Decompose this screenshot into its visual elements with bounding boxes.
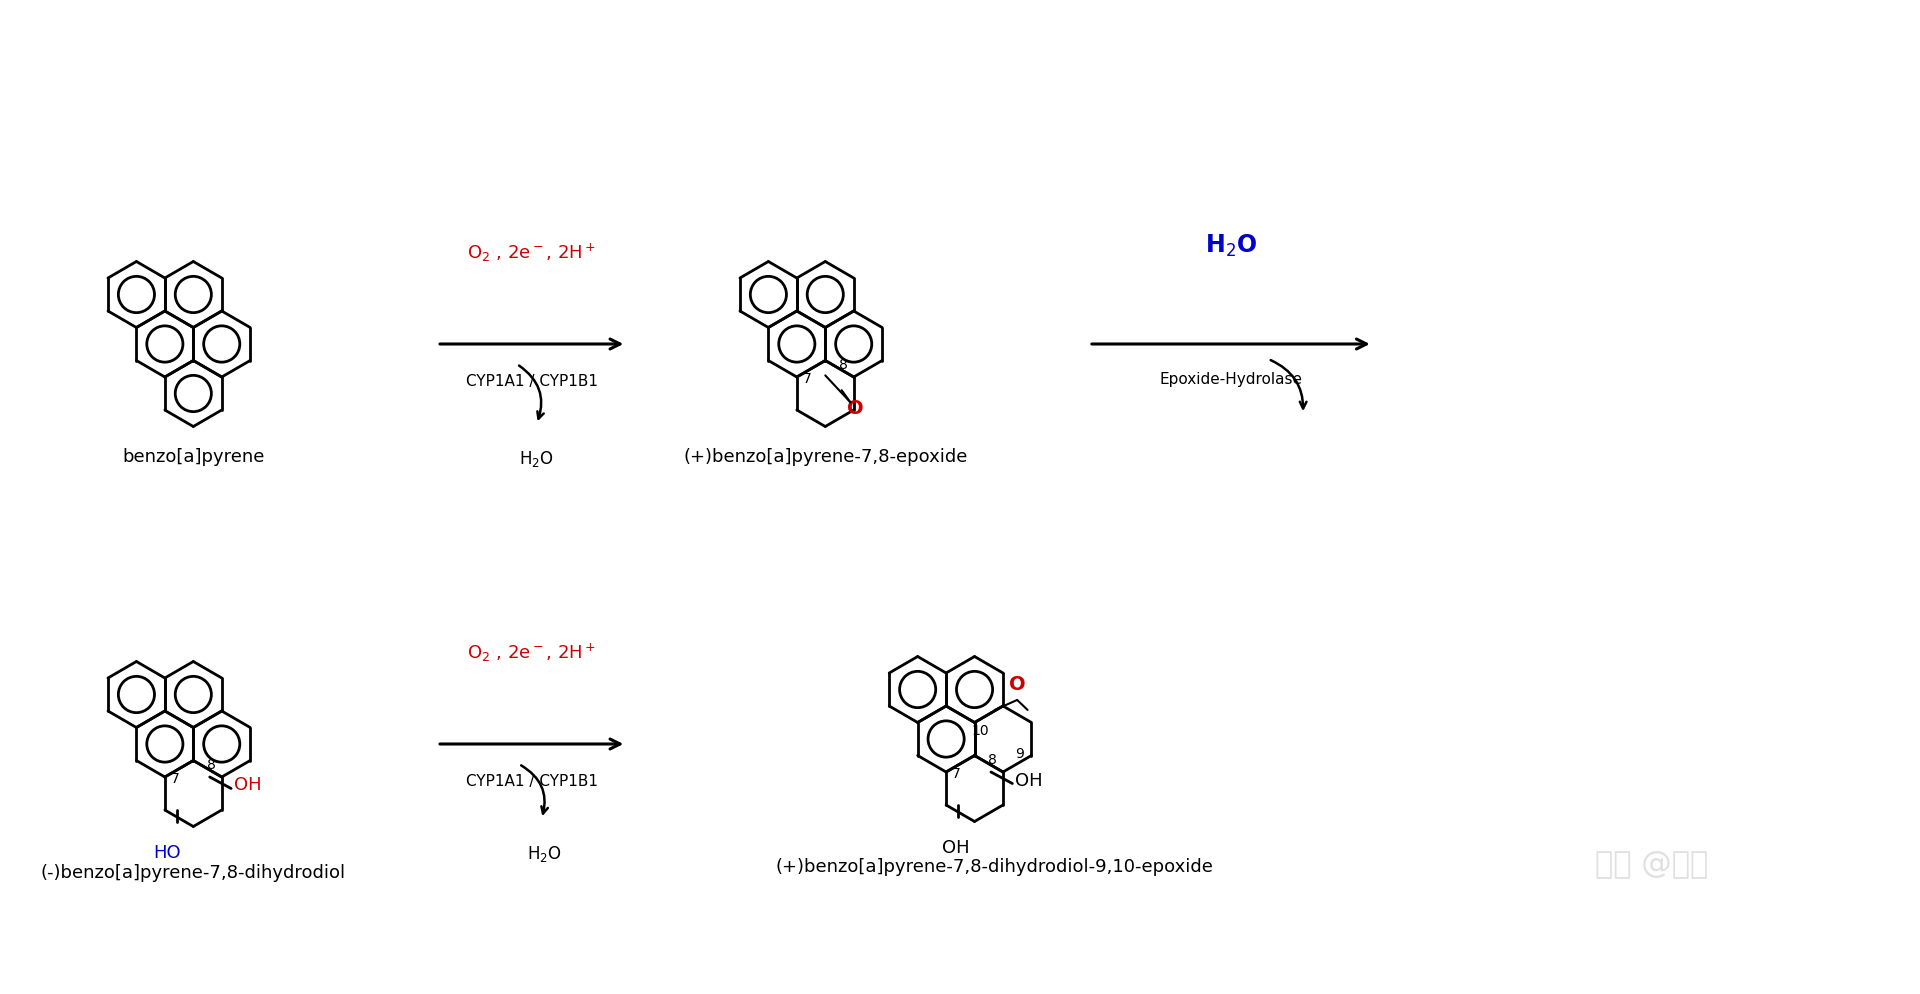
Text: O$_2$ , 2e$^-$, 2H$^+$: O$_2$ , 2e$^-$, 2H$^+$ [467, 242, 597, 264]
Text: CYP1A1 / CYP1B1: CYP1A1 / CYP1B1 [467, 774, 597, 789]
Text: OH: OH [1016, 771, 1043, 789]
Text: O$_2$ , 2e$^-$, 2H$^+$: O$_2$ , 2e$^-$, 2H$^+$ [467, 642, 597, 664]
Text: 7: 7 [171, 771, 179, 785]
Text: 7: 7 [952, 766, 960, 780]
Text: OH: OH [943, 839, 970, 857]
Text: 知乎 @晴米: 知乎 @晴米 [1596, 850, 1709, 879]
Text: H$_2$O: H$_2$O [518, 449, 555, 469]
Text: Epoxide-Hydrolase: Epoxide-Hydrolase [1160, 372, 1302, 387]
Text: H$_2$O: H$_2$O [528, 844, 563, 864]
Text: 8: 8 [839, 359, 849, 373]
Text: benzo[a]pyrene: benzo[a]pyrene [123, 448, 265, 466]
Text: HO: HO [154, 844, 180, 862]
Text: 7: 7 [803, 372, 812, 386]
Text: (+)benzo[a]pyrene-7,8-dihydrodiol-9,10-epoxide: (+)benzo[a]pyrene-7,8-dihydrodiol-9,10-e… [776, 859, 1213, 877]
Text: 8: 8 [207, 758, 217, 772]
Text: (-)benzo[a]pyrene-7,8-dihydrodiol: (-)benzo[a]pyrene-7,8-dihydrodiol [40, 864, 346, 882]
Text: 9: 9 [1016, 746, 1023, 760]
Text: O: O [1008, 675, 1025, 694]
Text: 8: 8 [989, 753, 996, 767]
Text: 10: 10 [972, 724, 989, 738]
Text: H$_2$O: H$_2$O [1204, 233, 1258, 259]
Text: CYP1A1 / CYP1B1: CYP1A1 / CYP1B1 [467, 374, 597, 389]
Text: OH: OH [234, 776, 261, 794]
Text: O: O [847, 399, 864, 417]
Text: (+)benzo[a]pyrene-7,8-epoxide: (+)benzo[a]pyrene-7,8-epoxide [684, 448, 968, 466]
